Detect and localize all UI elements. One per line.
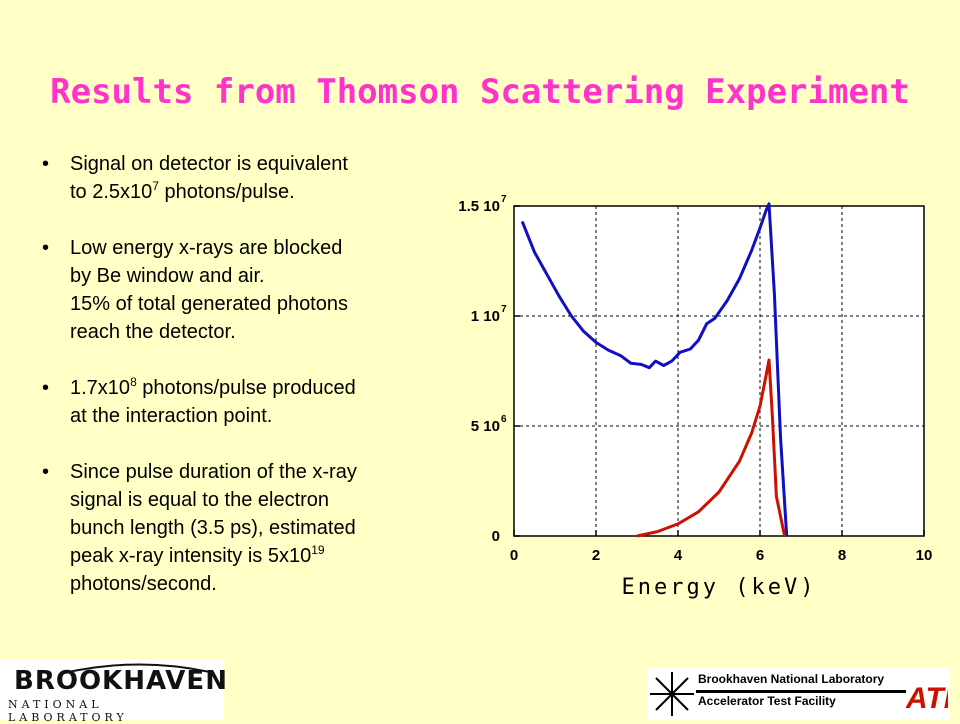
y-tick-exponent: 6 <box>501 414 507 425</box>
bullet-dot-icon: • <box>42 377 50 399</box>
bullet-line: bunch length (3.5 ps), estimated <box>70 514 442 542</box>
bullet-line: to 2.5x107 photons/pulse. <box>70 178 442 206</box>
plot-area <box>514 206 924 536</box>
bullet-line-text: bunch length (3.5 ps), estimated <box>70 517 356 539</box>
bullet-line-text: to 2.5x10 <box>70 181 153 203</box>
bullet-line-text: at the interaction point. <box>70 405 273 427</box>
atf-logo-line2: Accelerator Test Facility <box>698 694 904 712</box>
bnl-logo-sub: NATIONAL LABORATORY <box>8 698 128 724</box>
bullet-line-text: reach the detector. <box>70 321 236 343</box>
atf-logo-line1-text: Brookhaven National Laboratory <box>698 672 885 686</box>
bullet-list: • Signal on detector is equivalent to 2.5x… <box>42 150 442 626</box>
bullet-line: signal is equal to the electron <box>70 486 442 514</box>
bullet-line-text: peak x-ray intensity is 5x10 <box>70 545 312 567</box>
bullet-dot-icon: • <box>42 237 50 259</box>
bullet-item: • Low energy x-rays are blocked by Be wind… <box>42 234 442 346</box>
bullet-line-text: 15% of total generated photons <box>70 293 348 315</box>
atf-divider <box>696 690 906 693</box>
bullet-line: peak x-ray intensity is 5x1019 <box>70 542 442 570</box>
bnl-logo-word: BROOKHAVEN <box>14 666 228 696</box>
y-tick-exponent: 7 <box>501 194 507 205</box>
bullet-line-exponent: 8 <box>130 375 137 389</box>
bullet-line-exponent: 19 <box>311 543 325 557</box>
bullet-item: • Signal on detector is equivalent to 2.5x… <box>42 150 442 206</box>
bullet-line-text: Since pulse duration of the x-ray <box>70 461 357 483</box>
bullet-line: photons/second. <box>70 570 442 598</box>
y-tick-label: 1 10 <box>471 308 500 325</box>
atf-logo-line2-text: Accelerator Test Facility <box>698 694 836 708</box>
series-line-1 <box>636 358 787 538</box>
bullet-line-text: 1.7x10 <box>70 377 131 399</box>
bullet-item: • Since pulse duration of the x-ray signal… <box>42 458 442 598</box>
bullet-line: Since pulse duration of the x-ray <box>70 458 442 486</box>
bullet-line: Signal on detector is equivalent <box>70 150 442 178</box>
bullet-line-text: by Be window and air. <box>70 265 265 287</box>
x-tick-label: 4 <box>674 547 683 564</box>
bullet-dot-icon: • <box>42 153 50 175</box>
x-axis-label: Energy (keV) <box>622 575 817 600</box>
bullet-item: • 1.7x108 photons/pulse produced at the in… <box>42 374 442 430</box>
bullet-line-suffix: photons/pulse produced <box>136 377 356 399</box>
atf-logo-line1: Brookhaven National Laboratory <box>698 672 904 690</box>
bullet-line-text: Signal on detector is equivalent <box>70 153 348 175</box>
bullet-line-suffix: photons/pulse. <box>158 181 295 203</box>
bullet-line-text: Low energy x-rays are blocked <box>70 237 343 259</box>
bullet-line: at the interaction point. <box>70 402 442 430</box>
bullet-line: 15% of total generated photons <box>70 290 442 318</box>
x-tick-label: 0 <box>510 547 518 564</box>
bullet-dot-icon: • <box>42 461 50 483</box>
y-tick-label: 0 <box>492 528 500 545</box>
atf-mark: ATF <box>905 682 948 715</box>
atf-starburst-icon <box>650 672 694 716</box>
y-tick-exponent: 7 <box>501 304 507 315</box>
y-tick-label: 5 10 <box>471 418 500 435</box>
atf-mark-text: ATF <box>905 682 948 715</box>
x-tick-label: 10 <box>916 547 933 564</box>
bullet-line: by Be window and air. <box>70 262 442 290</box>
bullet-line: 1.7x108 photons/pulse produced <box>70 374 442 402</box>
plot-frame <box>513 205 925 537</box>
x-tick-label: 2 <box>592 547 600 564</box>
bullet-line-text: photons/second. <box>70 573 217 595</box>
bullet-line-exponent: 7 <box>152 179 159 193</box>
bullet-line: reach the detector. <box>70 318 442 346</box>
y-tick-label: 1.5 10 <box>458 198 500 215</box>
series-line-0 <box>520 202 789 537</box>
x-tick-label: 6 <box>756 547 764 564</box>
x-tick-label: 8 <box>838 547 846 564</box>
bnl-swoosh-icon <box>60 663 210 675</box>
atf-logo: Brookhaven National Laboratory Accelerat… <box>648 668 950 720</box>
bullet-line-text: signal is equal to the electron <box>70 489 330 511</box>
slide-title: Results from Thomson Scattering Experime… <box>50 72 910 112</box>
bullet-line: Low energy x-rays are blocked <box>70 234 442 262</box>
bnl-logo: BROOKHAVEN NATIONAL LABORATORY <box>0 660 227 724</box>
